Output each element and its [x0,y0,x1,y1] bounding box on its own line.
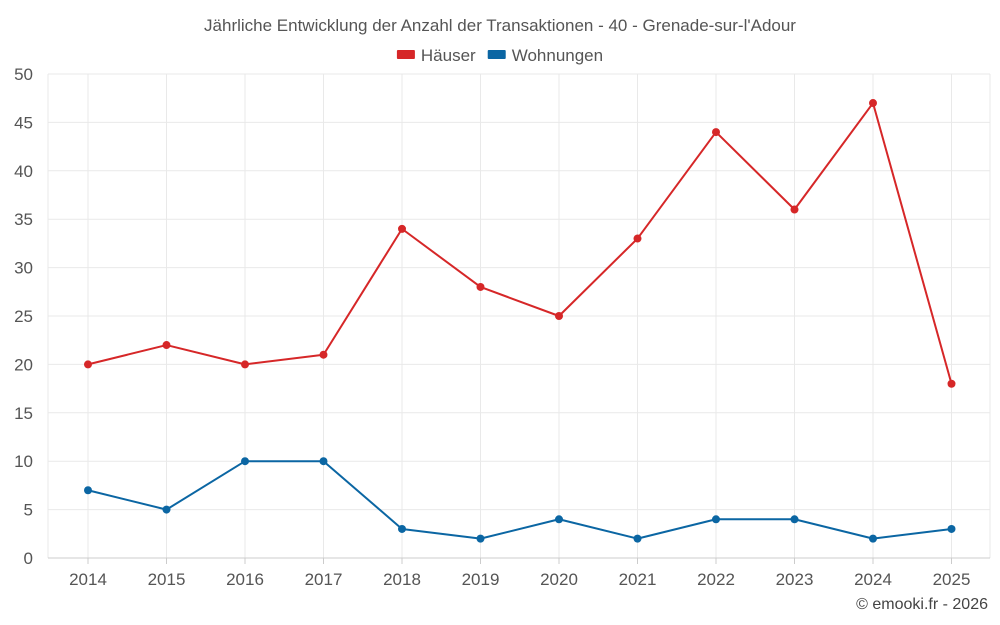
series-group [84,99,956,543]
data-point-wohnungen-2016[interactable] [241,457,249,466]
series-line-wohnungen [87,460,952,540]
legend-swatch [487,50,506,59]
y-tick-label: 35 [14,210,33,229]
y-tick-label: 10 [14,452,33,471]
data-point-wohnungen-2017[interactable] [319,457,328,466]
y-tick-label: 15 [14,404,33,423]
x-tick-label: 2021 [619,570,657,589]
data-point-haeuser-2014[interactable] [84,360,92,369]
data-point-haeuser-2024[interactable] [869,99,877,108]
x-tick-label: 2025 [933,570,971,589]
legend-swatch [396,50,415,59]
series-wohnungen [84,457,956,543]
data-point-wohnungen-2019[interactable] [476,534,485,543]
legend-item-haeuser[interactable]: Häuser [396,46,476,65]
data-point-haeuser-2017[interactable] [319,350,328,359]
data-point-wohnungen-2014[interactable] [84,486,92,495]
data-point-haeuser-2018[interactable] [398,224,406,233]
legend-label: Wohnungen [512,46,603,65]
x-tick-label: 2014 [69,570,107,589]
data-point-wohnungen-2025[interactable] [947,524,956,533]
data-point-haeuser-2020[interactable] [555,312,563,320]
y-tick-label: 40 [14,162,33,181]
x-tick-label: 2023 [776,570,814,589]
data-point-wohnungen-2020[interactable] [555,515,563,524]
data-point-wohnungen-2018[interactable] [398,524,406,533]
legend[interactable]: Häuser Wohnungen [396,46,603,65]
data-point-wohnungen-2023[interactable] [790,515,799,524]
data-point-wohnungen-2022[interactable] [712,515,720,524]
series-line-haeuser [87,102,953,385]
series-haeuser [84,99,956,388]
x-tick-label: 2015 [148,570,186,589]
x-tick-label: 2018 [383,570,421,589]
data-point-haeuser-2021[interactable] [633,234,642,243]
y-tick-label: 30 [14,259,33,278]
data-point-haeuser-2025[interactable] [947,379,956,388]
y-tick-label: 25 [14,307,33,326]
data-point-haeuser-2016[interactable] [241,360,249,369]
credit-text: © emooki.fr - 2026 [856,596,988,613]
x-tick-label: 2019 [462,570,500,589]
y-tick-label: 20 [14,355,33,374]
x-tick-label: 2016 [226,570,264,589]
data-point-haeuser-2015[interactable] [162,341,171,350]
data-point-haeuser-2019[interactable] [476,282,485,291]
x-tick-label: 2024 [854,570,892,589]
data-point-wohnungen-2021[interactable] [633,534,642,543]
grid [48,73,990,558]
y-tick-label: 50 [14,65,33,84]
legend-item-wohnungen[interactable]: Wohnungen [487,46,603,65]
y-tick-label: 5 [24,501,33,520]
y-tick-label: 0 [24,549,33,568]
x-tick-label: 2017 [305,570,343,589]
legend-label: Häuser [421,46,476,65]
data-point-haeuser-2023[interactable] [790,205,799,214]
chart-title: Jährliche Entwicklung der Anzahl der Tra… [204,16,796,35]
x-tick-label: 2020 [540,570,578,589]
data-point-wohnungen-2015[interactable] [162,505,171,514]
x-tick-label: 2022 [697,570,735,589]
data-point-haeuser-2022[interactable] [712,128,720,137]
y-tick-label: 45 [14,113,33,132]
data-point-wohnungen-2024[interactable] [869,534,877,543]
